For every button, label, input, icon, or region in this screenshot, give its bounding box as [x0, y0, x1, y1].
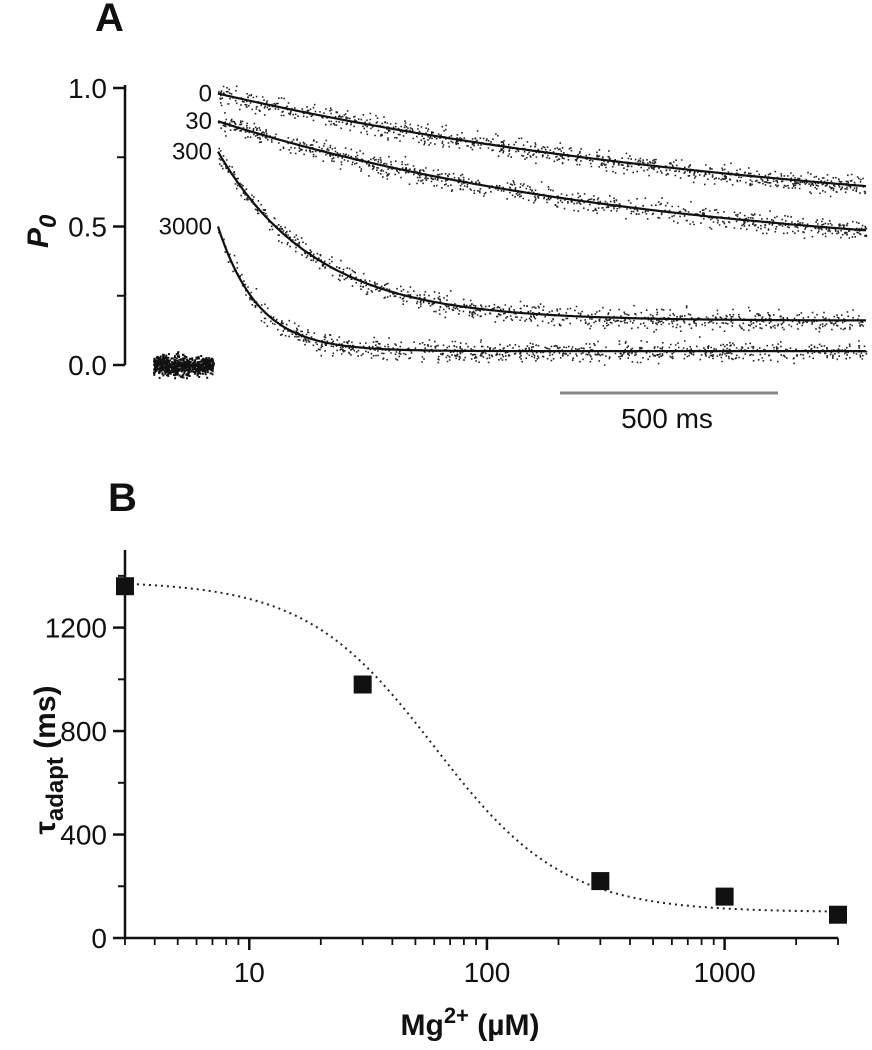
- panel-b-x-ticks: 10 100 1000: [124, 938, 839, 988]
- panel-a-curve-label: 0: [199, 81, 212, 108]
- panel-b-y-ticks: 0 400 800 1200: [45, 574, 125, 954]
- panel-b-y-axis-label: τadapt (ms): [29, 685, 69, 834]
- panel-a-scatter-dots: [153, 85, 868, 380]
- panel-a-fit-curves: [216, 92, 867, 353]
- panel-b-y-tick-label: 1200: [45, 613, 107, 644]
- panel-b-y-tick-label: 400: [60, 820, 107, 851]
- panel-b-data-point: [591, 872, 610, 891]
- panel-b-fit-curve: [124, 582, 838, 913]
- panel-b-data-point: [353, 675, 372, 694]
- panel-b-letter: B: [108, 476, 137, 520]
- panel-b-x-tick-label: 10: [234, 957, 265, 988]
- panel-b-y-tick-label: 0: [91, 923, 107, 954]
- panel-b-data-points: [116, 577, 847, 924]
- panel-a-chart: 0.0 0.5 1.0 030 300 3000 P0 500 ms: [22, 73, 868, 434]
- panel-a-y-axis-label: P0: [22, 214, 62, 248]
- panel-a-noise-series-30: [218, 112, 868, 240]
- panel-a-curve-label: 30: [185, 108, 212, 135]
- panel-a-fit-curve-30: [217, 120, 867, 232]
- panel-b-x-tick-label: 1000: [693, 957, 755, 988]
- panel-a-noise-series-0: [218, 85, 867, 198]
- panel-b-chart: 0 400 800 1200 10 100 1000 τadapt (ms) Mg2+ (…: [29, 550, 847, 1042]
- panel-b-data-point: [829, 905, 847, 924]
- panel-a-y-ticks: 0.0 0.5 1.0: [68, 73, 125, 381]
- panel-a-baseline-cluster: [153, 351, 215, 380]
- panel-a-y-tick-label: 1.0: [68, 73, 107, 104]
- panel-b-x-tick-label: 100: [464, 957, 511, 988]
- panel-b-x-axis-label: Mg2+ (µM): [400, 1003, 539, 1042]
- panel-b-data-point: [116, 577, 134, 596]
- panel-a-noise-series-300: [218, 147, 865, 333]
- panel-a-curve-label: 3000: [159, 214, 212, 241]
- panel-b-data-point: [715, 887, 734, 906]
- panel-a-y-tick-label: 0.5: [68, 212, 107, 243]
- panel-a-curve-label: 300: [172, 139, 212, 166]
- panel-a-y-tick-label: 0.0: [68, 350, 107, 381]
- panel-a-fit-curve-300: [217, 151, 866, 322]
- panel-a-letter: A: [95, 0, 124, 40]
- panel-a-curve-labels: 030 300 3000: [159, 81, 212, 241]
- panel-a-scale-bar-label: 500 ms: [621, 403, 713, 434]
- panel-b-y-tick-label: 800: [60, 716, 107, 747]
- panel-a-fit-curve-3000: [216, 226, 866, 353]
- panel-a-fit-curve-0: [217, 92, 867, 188]
- panel-a-noise-series-3000: [218, 231, 868, 366]
